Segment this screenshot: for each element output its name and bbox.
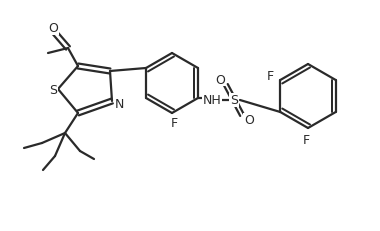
Text: F: F xyxy=(267,70,274,83)
Text: NH: NH xyxy=(203,94,222,107)
Text: N: N xyxy=(114,98,124,111)
Text: F: F xyxy=(171,117,177,130)
Text: S: S xyxy=(49,83,57,96)
Text: O: O xyxy=(48,22,58,35)
Text: O: O xyxy=(215,73,225,86)
Text: S: S xyxy=(230,94,238,107)
Text: F: F xyxy=(302,134,310,147)
Text: O: O xyxy=(244,114,254,127)
